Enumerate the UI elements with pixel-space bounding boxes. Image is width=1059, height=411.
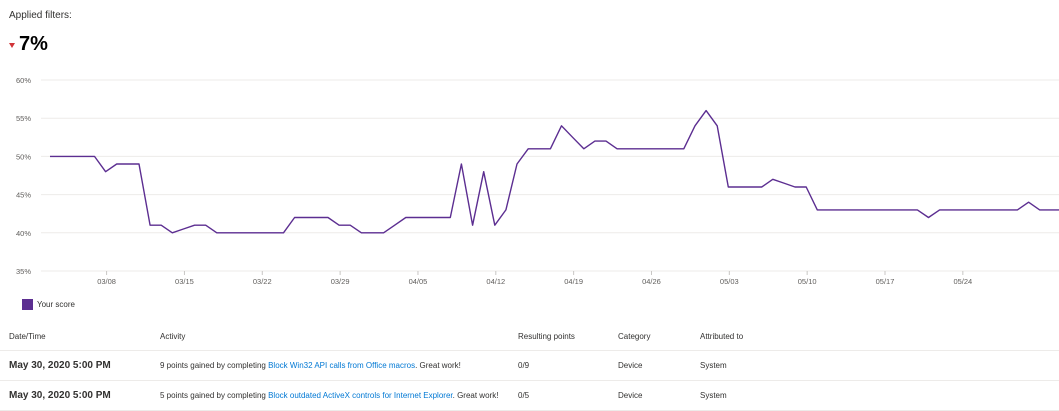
cell-category: Device <box>618 350 700 381</box>
x-tick-label: 04/19 <box>564 277 583 286</box>
chart-legend[interactable]: Your score <box>22 299 75 310</box>
x-tick-label: 03/15 <box>175 277 194 286</box>
y-tick-label: 40% <box>16 229 31 238</box>
table-header-row: Date/Time Activity Resulting points Cate… <box>0 322 1059 351</box>
x-tick-label: 05/24 <box>953 277 972 286</box>
cell-date: May 30, 2020 5:00 PM <box>0 350 160 381</box>
cell-points: 0/9 <box>518 350 618 381</box>
score-change: 7% <box>9 33 48 56</box>
activity-table: Date/Time Activity Resulting points Cate… <box>0 322 1059 411</box>
cell-date: May 30, 2020 5:00 PM <box>0 380 160 411</box>
column-header-category[interactable]: Category <box>618 322 700 351</box>
table-row[interactable]: May 30, 2020 5:00 PM 9 points gained by … <box>0 350 1059 381</box>
column-header-attributed[interactable]: Attributed to <box>700 322 1059 351</box>
y-tick-label: 35% <box>16 267 31 276</box>
column-header-points[interactable]: Resulting points <box>518 322 618 351</box>
applied-filters-label: Applied filters: <box>9 10 72 21</box>
cell-category: Device <box>618 380 700 411</box>
activity-link[interactable]: Block outdated ActiveX controls for Inte… <box>268 391 453 400</box>
cell-activity: 5 points gained by completing Block outd… <box>160 380 518 411</box>
activity-text: 5 points gained by completing <box>160 391 269 400</box>
column-header-activity[interactable]: Activity <box>160 322 518 351</box>
series-line-your-score <box>50 109 1059 234</box>
score-change-value: 7% <box>19 33 48 55</box>
y-tick-label: 50% <box>16 152 31 161</box>
activity-text: 9 points gained by completing <box>160 361 269 370</box>
y-tick-label: 60% <box>16 76 31 85</box>
column-header-date[interactable]: Date/Time <box>0 322 160 351</box>
x-tick-label: 04/05 <box>409 277 428 286</box>
x-tick-label: 04/26 <box>642 277 661 286</box>
activity-link[interactable]: Block Win32 API calls from Office macros <box>268 361 416 370</box>
score-history-chart: 60% 55% 50% 45% 40% 35% 03/08 03/15 03/22 03/29 0… <box>16 76 1059 286</box>
cell-attributed: System <box>700 350 1059 381</box>
x-tick-label: 03/29 <box>331 277 350 286</box>
y-tick-label: 45% <box>16 191 31 200</box>
legend-swatch <box>22 299 33 310</box>
x-tick-label: 03/22 <box>253 277 272 286</box>
x-tick-label: 05/17 <box>876 277 895 286</box>
x-tick-label: 04/12 <box>486 277 505 286</box>
x-tick-label: 05/10 <box>798 277 817 286</box>
down-arrow-icon <box>9 43 15 48</box>
activity-text-end: . Great work! <box>415 361 461 370</box>
y-tick-label: 55% <box>16 114 31 123</box>
table-row[interactable]: May 30, 2020 5:00 PM 5 points gained by … <box>0 380 1059 411</box>
x-tick-label: 03/08 <box>97 277 116 286</box>
x-tick-label: 05/03 <box>720 277 739 286</box>
legend-label: Your score <box>37 300 75 309</box>
cell-attributed: System <box>700 380 1059 411</box>
cell-points: 0/5 <box>518 380 618 411</box>
activity-text-end: . Great work! <box>452 391 499 400</box>
cell-activity: 9 points gained by completing Block Win3… <box>160 350 518 381</box>
